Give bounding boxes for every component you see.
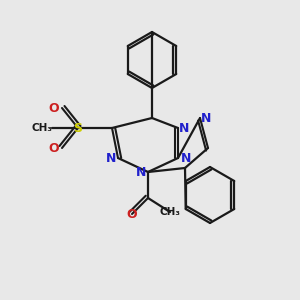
Text: N: N xyxy=(201,112,211,124)
Text: CH₃: CH₃ xyxy=(32,123,52,133)
Text: S: S xyxy=(74,122,82,134)
Text: CH₃: CH₃ xyxy=(160,207,181,217)
Text: O: O xyxy=(127,208,137,220)
Text: O: O xyxy=(49,101,59,115)
Text: N: N xyxy=(106,152,116,164)
Text: O: O xyxy=(49,142,59,154)
Text: N: N xyxy=(136,166,146,178)
Text: N: N xyxy=(179,122,189,134)
Text: N: N xyxy=(181,152,191,164)
